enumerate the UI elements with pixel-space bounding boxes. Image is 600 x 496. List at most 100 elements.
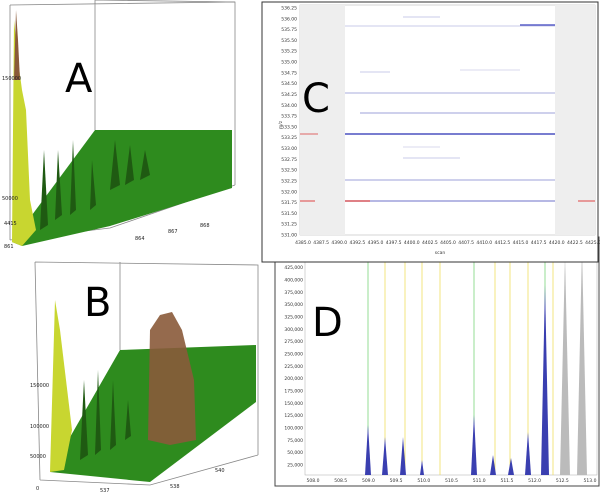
x-tick-label: 4390.0 (331, 240, 347, 246)
y-tick-label: 350,000 (284, 302, 303, 308)
tick-label: 100000 (30, 424, 49, 430)
panel-label: D (312, 300, 343, 346)
x-tick-label: 4400.0 (404, 240, 420, 246)
y-tick-label: 531.75 (281, 200, 297, 206)
y-tick-label: 532.25 (281, 178, 297, 184)
y-tick-label: 534.50 (281, 81, 297, 87)
y-tick-label: 534.25 (281, 92, 297, 98)
y-tick-label: 536.25 (281, 6, 297, 12)
tick-label: 864 (135, 236, 145, 242)
y-tick-label: 125,000 (284, 413, 303, 419)
plot-area (299, 4, 596, 236)
x-tick-label: 4425.0 (585, 240, 600, 246)
panel-b: B 150000 100000 50000 0 537 538 540 (30, 261, 259, 494)
tick-label: 4415 (4, 221, 17, 227)
panel-c: C scan m/z 536.25 536.00 535.75 535.50 535.2… (261, 1, 600, 263)
y-tick-label: 250,000 (284, 352, 303, 358)
peaks (14, 10, 20, 80)
tick-label: 150000 (2, 76, 21, 82)
y-tick-label: 531.25 (281, 222, 297, 228)
y-tick-label: 535.00 (281, 60, 297, 66)
y-tick-label: 532.50 (281, 168, 297, 174)
tick-label: 537 (100, 488, 110, 494)
y-tick-label: 175,000 (284, 389, 303, 395)
x-tick-label: 511.0 (473, 478, 486, 484)
x-tick-label: 4392.5 (350, 240, 366, 246)
x-tick-label: 4397.5 (386, 240, 402, 246)
shaded-region (555, 5, 595, 235)
ridges (80, 370, 131, 460)
panel-label: B (84, 280, 111, 326)
x-tick-label: 4417.5 (531, 240, 547, 246)
x-tick-label: 4387.5 (313, 240, 329, 246)
x-tick-label: 513.0 (584, 478, 597, 484)
y-tick-label: 531.00 (281, 233, 297, 239)
y-tick-label: 25,000 (287, 463, 303, 469)
x-tick-label: 4405.0 (440, 240, 456, 246)
y-tick-label: 532.75 (281, 157, 297, 163)
x-tick-label: 510.5 (445, 478, 458, 484)
tick-label: 861 (4, 244, 14, 250)
x-tick-label: 4385.0 (295, 240, 311, 246)
x-tick-label: 4412.5 (495, 240, 511, 246)
spectrum-peaks (560, 248, 587, 475)
x-tick-label: 508.0 (307, 478, 320, 484)
y-tick-label: 532.00 (281, 189, 297, 195)
y-tick-label: 534.00 (281, 103, 297, 109)
y-tick-label: 100,000 (284, 426, 303, 432)
y-tick-label: 535.25 (281, 49, 297, 55)
ridges (40, 140, 150, 230)
y-tick-label: 531.50 (281, 211, 297, 217)
x-tick-label: 4422.5 (567, 240, 583, 246)
x-tick-label: 4395.0 (368, 240, 384, 246)
y-tick-label: 275,000 (284, 339, 303, 345)
panel-label: C (302, 76, 330, 122)
x-tick-label: 510.0 (417, 478, 430, 484)
y-tick-label: 534.75 (281, 70, 297, 76)
panel-a: A 150000 50000 4415 861 864 867 868 (2, 0, 236, 250)
y-tick-label: 225,000 (284, 364, 303, 370)
y-tick-label: 150,000 (284, 401, 303, 407)
x-tick-label: 509.0 (362, 478, 375, 484)
x-tick-label: 4407.5 (458, 240, 474, 246)
tick-label: 867 (168, 229, 178, 235)
x-tick-label: 4402.5 (422, 240, 438, 246)
y-tick-label: 533.50 (281, 124, 297, 130)
y-tick-label: 535.50 (281, 38, 297, 44)
panel-d: D 475,000450,000425,000400,000375,000350… (274, 236, 600, 487)
shaded-region (300, 5, 345, 235)
tick-label: 538 (170, 484, 180, 490)
y-tick-label: 375,000 (284, 290, 303, 296)
y-tick-label: 75,000 (287, 438, 303, 444)
tick-label: 868 (200, 223, 210, 229)
y-tick-label: 535.75 (281, 27, 297, 33)
y-axis-label: m/z (278, 120, 284, 129)
traces (300, 16, 595, 202)
peaks (50, 300, 72, 472)
surface (12, 130, 232, 246)
tick-label: 0 (36, 486, 39, 492)
y-tick-label: 533.75 (281, 114, 297, 120)
x-tick-label: 509.5 (390, 478, 403, 484)
x-tick-label: 4410.0 (476, 240, 492, 246)
x-tick-label: 4420.0 (549, 240, 565, 246)
plot-area (304, 239, 598, 476)
x-axis-label: scan (435, 251, 446, 256)
plot-box (34, 261, 259, 486)
x-tick-label: 4415.0 (513, 240, 529, 246)
y-tick-label: 200,000 (284, 376, 303, 382)
y-tick-label: 400,000 (284, 278, 303, 284)
spectrum-peaks (365, 285, 549, 475)
panel-label: A (65, 56, 93, 102)
y-tick-label: 533.00 (281, 146, 297, 152)
y-tick-label: 533.25 (281, 135, 297, 141)
y-tick-label: 325,000 (284, 315, 303, 321)
y-tick-label: 425,000 (284, 265, 303, 271)
x-tick-label: 512.0 (528, 478, 541, 484)
tick-label: 150000 (30, 383, 49, 389)
x-tick-label: 511.5 (500, 478, 513, 484)
x-tick-label: 508.5 (334, 478, 347, 484)
tick-label: 540 (215, 468, 225, 474)
plot-box (9, 0, 236, 241)
